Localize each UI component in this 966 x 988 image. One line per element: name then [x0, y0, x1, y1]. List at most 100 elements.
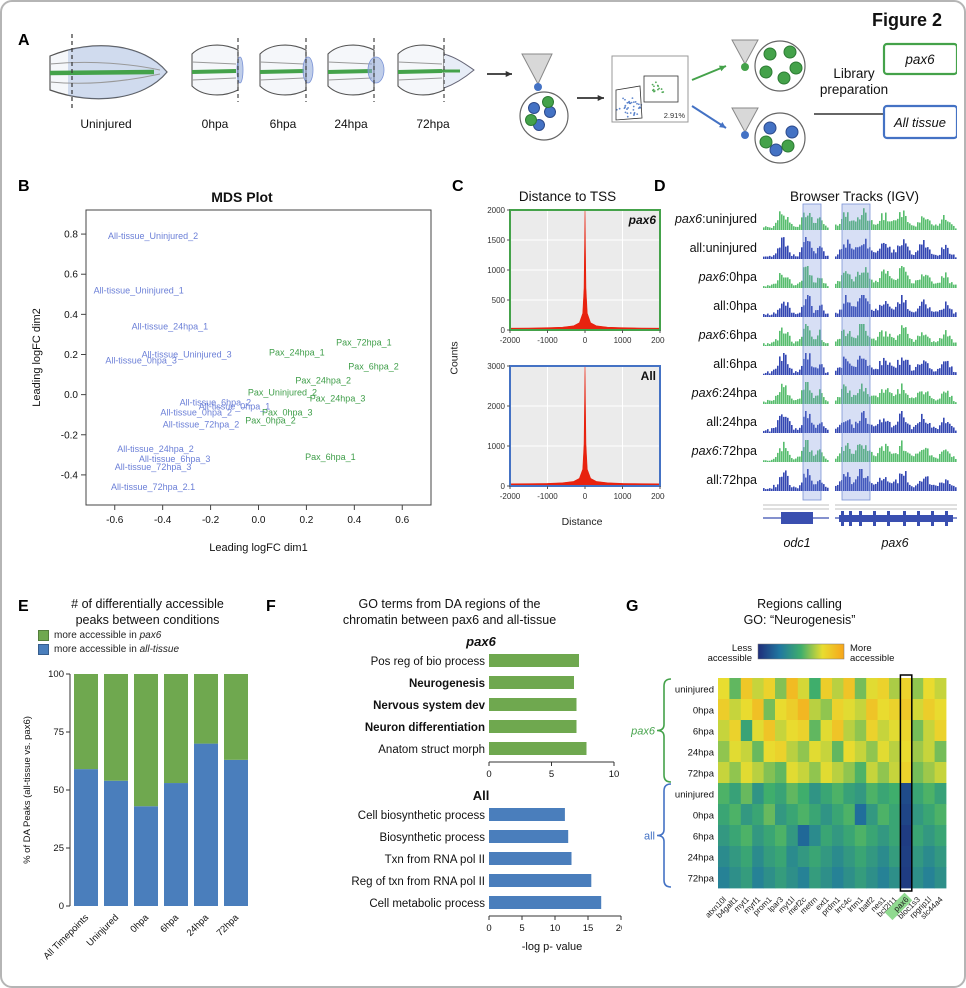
- mds-y-tick: 0.0: [64, 390, 78, 401]
- pipette-funnel: [731, 107, 759, 134]
- coverage-track: [835, 324, 957, 346]
- heatmap-row-label: 24hpa: [688, 853, 715, 864]
- heatmap-cell: [934, 720, 947, 742]
- heatmap-cell: [923, 678, 935, 700]
- bar-all-tissue: [194, 743, 218, 906]
- heatmap-cell: [820, 741, 833, 763]
- pipette-funnel: [521, 53, 553, 86]
- mds-sample-label: Pax_24hpa_1: [269, 347, 325, 357]
- coverage-track: [763, 469, 829, 491]
- highlighted-region-odc1: [802, 203, 822, 501]
- y-tick-label: 2000: [487, 402, 505, 411]
- heatmap-cell: [718, 699, 730, 721]
- mds-sample-label: All-tissue_24hpa_1: [132, 321, 209, 331]
- heatmap-cell: [854, 846, 867, 868]
- coverage-track: [763, 295, 829, 317]
- library-prep-label: Library: [833, 66, 875, 81]
- heatmap-cell: [832, 699, 844, 721]
- heatmap-cell: [854, 804, 867, 826]
- spinal-cord-stripe: [397, 69, 443, 74]
- legend-label-pax6: more accessible in pax6: [54, 630, 162, 641]
- heatmap-cell: [832, 720, 844, 742]
- heatmap-cell: [866, 699, 878, 721]
- arrow-head: [505, 70, 512, 78]
- mds-sample-label: Pax_24hpa_3: [310, 394, 366, 404]
- heatmap-cell: [797, 804, 810, 826]
- heatmap-cell: [923, 867, 935, 889]
- heatmap-cell: [763, 699, 776, 721]
- heatmap-cell: [797, 741, 810, 763]
- track-label: pax6:24hpa: [691, 386, 757, 400]
- heatmap-row-label: 72hpa: [688, 769, 715, 780]
- heatmap-cell: [809, 867, 821, 889]
- mds-x-axis-title: Leading logFC dim1: [209, 542, 307, 554]
- heatmap-cell: [729, 741, 742, 763]
- heatmap-cell: [832, 741, 844, 763]
- heatmap-cell: [775, 804, 787, 826]
- heatmap-cell: [923, 720, 935, 742]
- heatmap-cell: [843, 741, 856, 763]
- track-label: all:24hpa: [706, 415, 757, 429]
- track-label: all:0hpa: [713, 299, 757, 313]
- heatmap-cell: [809, 699, 821, 721]
- heatmap-cell: [900, 846, 913, 868]
- track-label: pax6:6hpa: [698, 328, 757, 342]
- heatmap-cell: [877, 783, 890, 805]
- mds-sample-label: All-tissue_72hpa_2.1: [111, 482, 195, 492]
- heatmap-cell: [934, 741, 947, 763]
- heatmap-cell: [877, 867, 890, 889]
- go-term-bar: [489, 676, 574, 689]
- heatmap-cell: [740, 867, 753, 889]
- heatmap-cell: [729, 846, 742, 868]
- heatmap-cell: [718, 762, 730, 784]
- heatmap-cell: [923, 825, 935, 847]
- panel-label-e: E: [18, 598, 29, 615]
- heatmap-cell: [832, 867, 844, 889]
- heatmap-cell: [797, 762, 810, 784]
- coverage-track: [763, 237, 829, 259]
- heatmap-cell: [843, 678, 856, 700]
- panel-label-g: G: [626, 598, 639, 615]
- heatmap-cell: [763, 846, 776, 868]
- go-title: GO terms from DA regions of the chromati…: [342, 597, 557, 628]
- heatmap-cell: [797, 867, 810, 889]
- heatmap-cell: [923, 783, 935, 805]
- tss-y-axis-label: Counts: [448, 341, 461, 375]
- x-category-label: 72hpa: [215, 912, 242, 939]
- timepoint-label: 6hpa: [270, 117, 297, 131]
- bar-pax6: [74, 674, 98, 770]
- heatmap-cell: [832, 762, 844, 784]
- heatmap-cell: [832, 678, 844, 700]
- heatmap-cell: [889, 804, 901, 826]
- go-term-label: Neurogenesis: [409, 678, 485, 690]
- heatmap-cell: [832, 825, 844, 847]
- mds-sample-label: All-tissue_6hpa_2: [180, 398, 252, 408]
- heatmap-cell: [866, 867, 878, 889]
- facs-plot: [611, 55, 689, 123]
- heatmap-cell: [820, 678, 833, 700]
- mds-y-tick: 0.6: [64, 270, 78, 281]
- color-scale-bar: [757, 643, 845, 660]
- heatmap-cell: [843, 846, 856, 868]
- coverage-track: [763, 440, 829, 462]
- go-term-label: Anatom struct morph: [378, 744, 485, 756]
- track-label: all:72hpa: [706, 473, 757, 487]
- x-category-label: Uninjured: [85, 912, 122, 949]
- bar-pax6: [104, 674, 128, 781]
- panel-label-a: A: [18, 32, 30, 49]
- heatmap-cell: [763, 741, 776, 763]
- heatmap-cell: [843, 867, 856, 889]
- plot-corner-label: All: [641, 369, 656, 383]
- mds-plot: -0.6 -0.4 -0.2 0.0 0.2 0.4 0.6 -0.4 -0.2 0.0 0.2 0.…: [31, 209, 432, 554]
- heatmap-cell: [729, 678, 742, 700]
- y-tick-label: 1000: [487, 442, 505, 451]
- heatmap-cell: [752, 804, 764, 826]
- track-label: pax6:0hpa: [698, 270, 757, 284]
- heatmap-cell: [889, 762, 901, 784]
- bar-pax6: [224, 674, 248, 760]
- heatmap-cell: [877, 741, 890, 763]
- heatmap-cell: [718, 846, 730, 868]
- coverage-track: [763, 266, 829, 288]
- go-term-label: Biosynthetic process: [380, 832, 486, 844]
- heatmap-cell: [752, 678, 764, 700]
